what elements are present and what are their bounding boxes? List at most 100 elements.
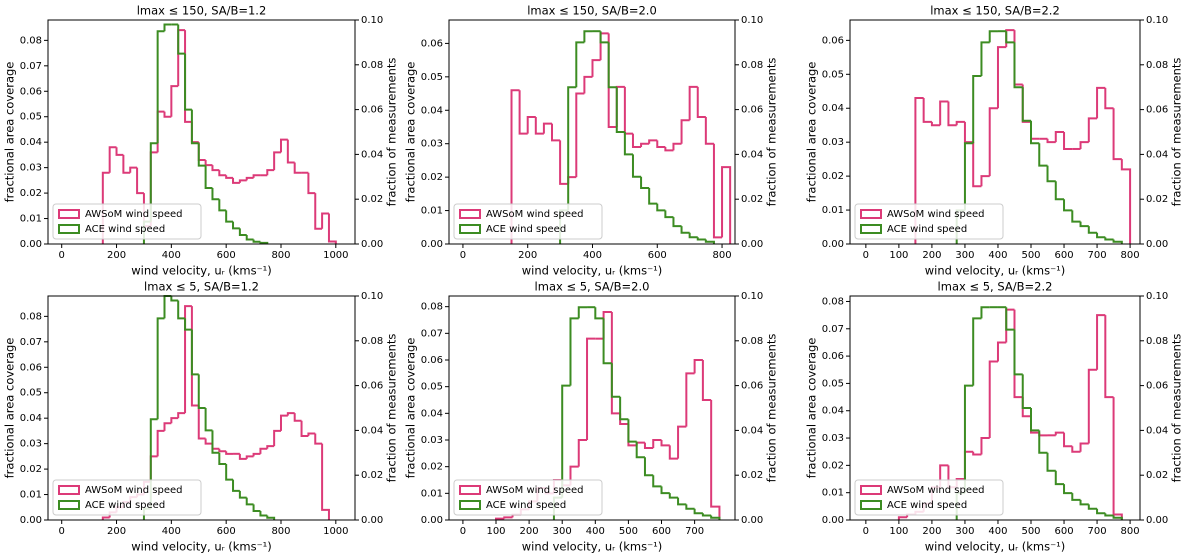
y-axis-label: fractional area coverage	[3, 338, 17, 479]
histogram-step	[963, 450, 974, 480]
x-axis-label: wind velocity, uᵣ (kms⁻¹)	[925, 540, 1066, 554]
histogram-step	[569, 317, 579, 386]
histogram-step	[963, 384, 974, 494]
y-tick-label: 0.07	[20, 337, 42, 348]
histogram-step	[567, 176, 577, 184]
y2-tick-label: 0.08	[1146, 60, 1168, 71]
panel: lmax ≤ 5, SA/B=1.2 0 200 400 600 800 1000 0.00 0…	[3, 280, 399, 554]
histogram-step	[245, 235, 254, 241]
y-tick-label: 0.03	[822, 137, 844, 148]
x-tick-label: 600	[217, 526, 236, 537]
y-tick-label: 0.03	[822, 433, 844, 444]
histogram-step	[672, 217, 682, 228]
histogram-step	[1079, 442, 1089, 452]
histogram-step	[602, 311, 612, 339]
y2-tick-label: 0.02	[361, 194, 383, 205]
histogram-step	[1054, 470, 1065, 486]
legend-swatch	[860, 209, 882, 219]
histogram-step	[156, 30, 165, 144]
x-axis-label: wind velocity, uᵣ (kms⁻¹)	[131, 540, 272, 554]
histogram-step	[197, 374, 206, 409]
y2-tick-label: 0.06	[361, 105, 383, 116]
histogram-step	[1096, 86, 1106, 119]
histogram-step	[1104, 87, 1114, 110]
histogram-step	[1079, 221, 1089, 228]
histogram-step	[1013, 42, 1023, 89]
y-axis-label: fractional area coverage	[3, 62, 17, 203]
histogram-step	[238, 453, 247, 460]
histogram-step	[701, 360, 712, 401]
histogram-step	[1021, 87, 1031, 122]
histogram-step	[1013, 30, 1023, 86]
histogram-step	[677, 425, 687, 459]
plot-frame	[448, 19, 736, 245]
legend-swatch	[459, 500, 481, 510]
histogram-step	[664, 210, 674, 219]
histogram-step	[286, 139, 295, 164]
y-tick-label: 0.08	[20, 35, 42, 46]
histogram-step	[321, 443, 330, 520]
x-tick-label: 800	[271, 250, 290, 261]
y2-tick-label: 0.06	[741, 381, 763, 392]
histogram-step	[197, 405, 206, 440]
histogram-step	[567, 86, 577, 211]
y2-tick-label: 0.00	[1146, 239, 1168, 250]
legend-swatch	[58, 209, 80, 219]
histogram-step	[640, 176, 650, 189]
histogram-step	[218, 199, 227, 212]
histogram-step	[245, 176, 254, 181]
y2-axis-label: fraction of measurements	[385, 58, 399, 207]
histogram-step	[559, 140, 569, 185]
histogram-step	[602, 318, 612, 365]
histogram-step	[252, 504, 261, 513]
histogram-step	[1063, 484, 1073, 495]
plot-frame	[448, 295, 736, 521]
histogram-step	[575, 92, 585, 178]
y2-tick-label: 0.10	[1146, 15, 1168, 26]
y-tick-label: 0.05	[822, 69, 844, 80]
histogram-step	[1054, 131, 1065, 143]
y-tick-label: 0.00	[20, 515, 42, 526]
histogram-step	[225, 451, 234, 455]
histogram-step	[696, 86, 706, 118]
histogram-step	[266, 169, 275, 176]
histogram-step	[259, 447, 268, 454]
histogram-step	[1112, 515, 1123, 520]
y-tick-label: 0.02	[20, 464, 42, 475]
y-tick-label: 0.03	[421, 435, 443, 446]
x-tick-label: 0	[460, 526, 466, 537]
histogram-step	[542, 122, 552, 134]
panel-title: lmax ≤ 5, SA/B=2.2	[938, 280, 1053, 294]
y2-tick-label: 0.02	[741, 194, 763, 205]
histogram-step	[534, 116, 544, 135]
y-tick-label: 0.00	[822, 239, 844, 250]
histogram-step	[648, 188, 658, 205]
histogram-step	[599, 31, 609, 44]
plot-frame	[47, 19, 356, 245]
y-tick-label: 0.00	[822, 515, 844, 526]
histogram-step	[1054, 181, 1065, 201]
legend-label: AWSoM wind speed	[486, 485, 584, 496]
histogram-step	[149, 418, 158, 509]
y2-tick-label: 0.10	[361, 15, 383, 26]
histogram-step	[668, 493, 679, 499]
histogram-step	[583, 75, 593, 94]
histogram-step	[594, 307, 604, 320]
histogram-step	[972, 451, 982, 456]
histogram-step	[204, 160, 213, 167]
x-tick-label: 200	[107, 526, 126, 537]
legend-label: AWSoM wind speed	[85, 485, 183, 496]
histogram-step	[218, 170, 227, 177]
histogram-step	[218, 448, 227, 453]
histogram-step	[922, 98, 932, 123]
x-tick-label: 0	[863, 526, 869, 537]
histogram-step	[640, 142, 650, 148]
y2-tick-label: 0.02	[741, 470, 763, 481]
y-tick-label: 0.08	[421, 302, 443, 313]
histogram-step	[623, 86, 633, 135]
histogram-step	[980, 41, 990, 76]
y-tick-label: 0.00	[20, 239, 42, 250]
y-tick-label: 0.03	[421, 139, 443, 150]
y2-tick-label: 0.02	[361, 470, 383, 481]
y2-tick-label: 0.02	[1146, 470, 1168, 481]
